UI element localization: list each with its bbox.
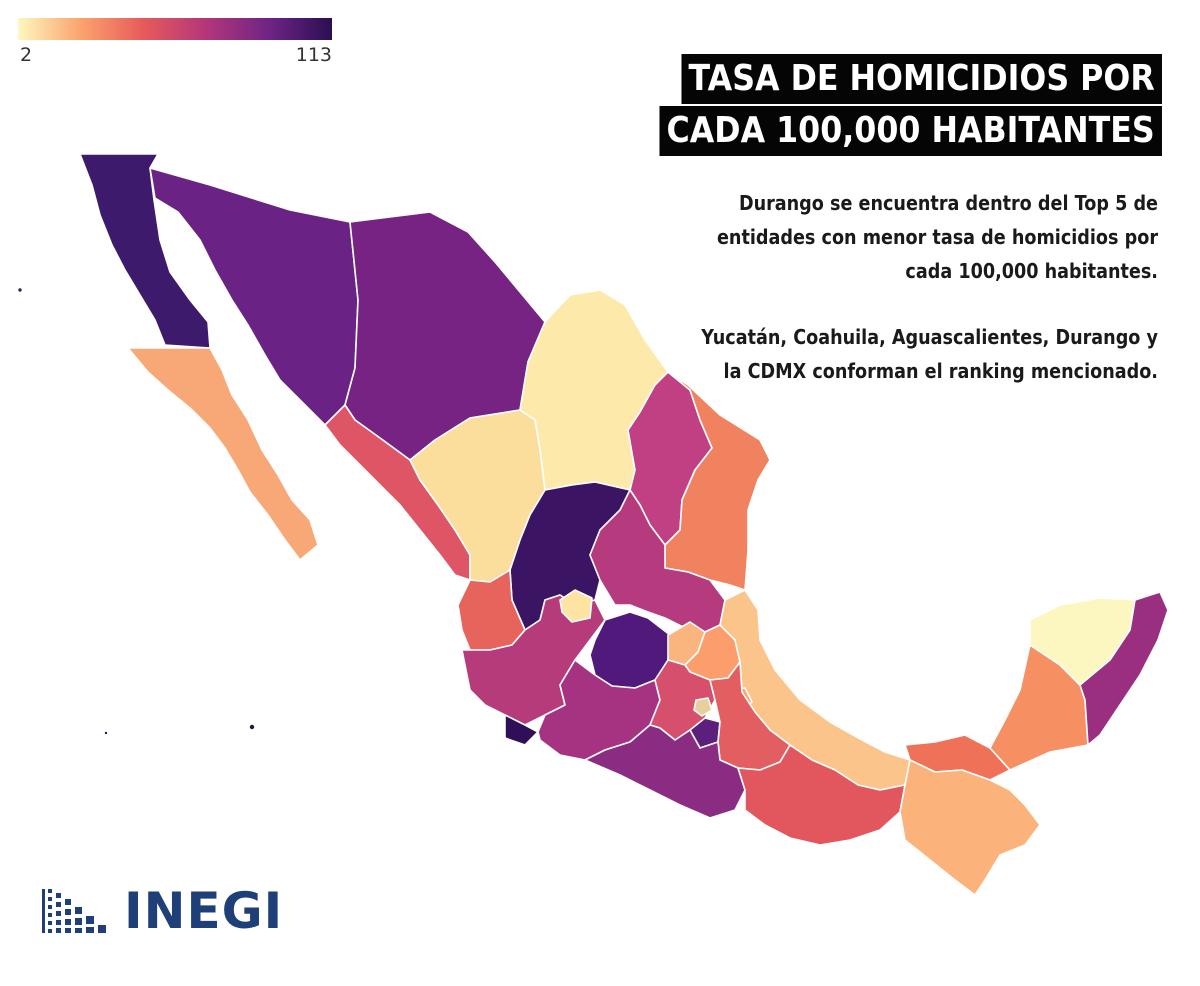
- title-line-1: TASA DE HOMICIDIOS POR: [681, 54, 1162, 104]
- annotation-text: Durango se encuentra dentro del Top 5 de…: [638, 186, 1158, 388]
- state-chiapas: [899, 759, 1041, 896]
- inegi-dots-icon: [42, 889, 106, 933]
- state-quintana-roo: [1079, 591, 1169, 746]
- annotation-paragraph-1: Durango se encuentra dentro del Top 5 de…: [716, 191, 1158, 283]
- island-small: [103, 730, 109, 736]
- legend-max-label: 113: [295, 44, 332, 66]
- state-cdmx: [693, 697, 713, 717]
- state-aguascalientes: [559, 589, 593, 623]
- color-legend: 2 113: [18, 18, 332, 66]
- map-title: TASA DE HOMICIDIOS POR CADA 100,000 HABI…: [591, 54, 1162, 158]
- state-sonora: [149, 167, 359, 426]
- state-baja-california-sur: [127, 347, 319, 561]
- island-revillagigedo: [248, 723, 256, 731]
- annotation-paragraph-2: Yucatán, Coahuila, Aguascalientes, Duran…: [701, 325, 1158, 383]
- legend-gradient-bar: [18, 18, 332, 40]
- state-colima: [504, 714, 539, 746]
- inegi-logo-text: INEGI: [124, 882, 284, 940]
- title-line-2: CADA 100,000 HABITANTES: [659, 106, 1162, 156]
- legend-min-label: 2: [20, 44, 33, 66]
- island-guadalupe: [16, 286, 24, 294]
- state-guerrero: [584, 724, 746, 819]
- inegi-logo: INEGI: [40, 882, 283, 940]
